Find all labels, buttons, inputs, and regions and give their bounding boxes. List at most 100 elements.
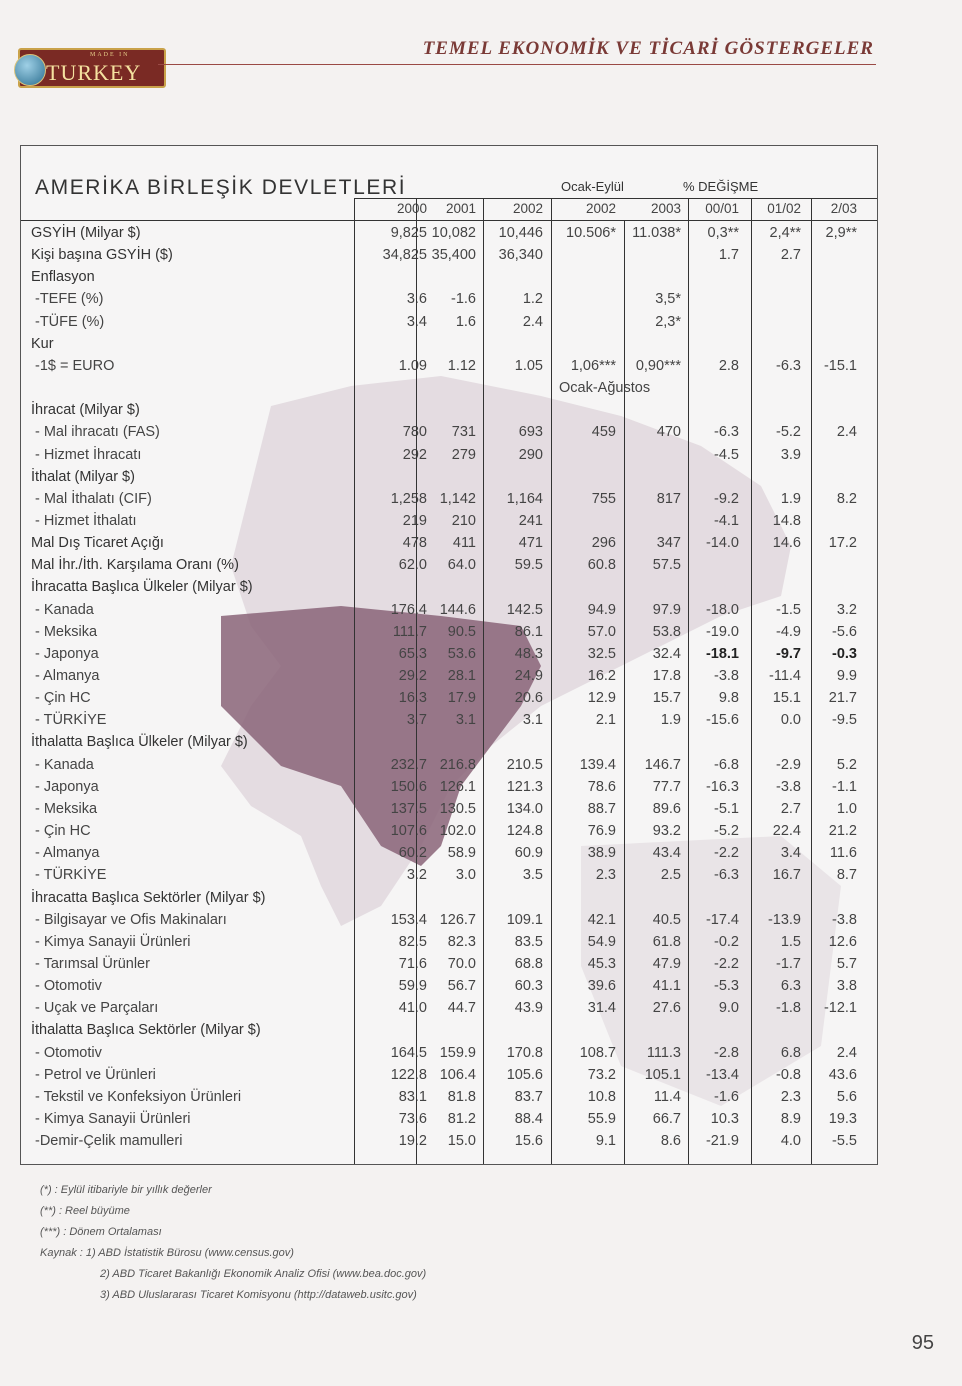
table-cell: 2.7 xyxy=(780,800,801,817)
table-cell: 105.1 xyxy=(644,1066,681,1083)
table-cell: 459 xyxy=(591,424,616,441)
row-label: İhracatta Başlıca Sektörler (Milyar $) xyxy=(31,889,266,906)
table-cell: 16.3 xyxy=(398,690,427,707)
row-label: - Japonya xyxy=(35,645,99,662)
table-cell: -0.2 xyxy=(714,933,739,950)
table-row: Ocak-Ağustos xyxy=(21,377,877,399)
table-row: -TÜFE (%)3.41.62.42,3* xyxy=(21,311,877,333)
table-cell: 1,142 xyxy=(439,490,476,507)
table-row: -Demir-Çelik mamulleri 19.2 15.0 15.6 9.1 8.6… xyxy=(21,1130,877,1152)
table-cell: 9,825 xyxy=(390,225,427,241)
map-sea-shape xyxy=(581,836,841,1106)
table-cell: 137.5 xyxy=(390,800,427,817)
table-cell: 0,90*** xyxy=(635,357,681,374)
column-header: 01/02 xyxy=(767,201,801,216)
table-cell: -17.4 xyxy=(705,911,739,928)
table-cell: 210 xyxy=(451,512,476,529)
row-label: -TÜFE (%) xyxy=(35,313,105,330)
table-cell: 60.8 xyxy=(587,557,616,574)
table-cell: 11.038* xyxy=(632,225,681,241)
table-cell: 2.7 xyxy=(780,247,801,264)
table-cell: 83.7 xyxy=(514,1088,543,1105)
source-3: 3) ABD Uluslararası Ticaret Komisyonu (h… xyxy=(100,1289,417,1301)
table-cell: 0,3** xyxy=(707,225,739,241)
row-note: Ocak-Ağustos xyxy=(559,380,651,397)
header-divider xyxy=(158,64,876,65)
table-cell: 17.2 xyxy=(828,535,857,552)
table-cell: 89.6 xyxy=(652,800,681,817)
table-cell: 124.8 xyxy=(506,823,543,840)
table-cell: 216.8 xyxy=(439,756,476,773)
table-row: - Almanya 60.2 58.9 60.9 38.9 43.4 -2.2 3.4 11.6 xyxy=(21,842,877,864)
table-cell: 11.4 xyxy=(653,1088,681,1105)
table-cell: 68.8 xyxy=(514,955,543,972)
made-in-turkey-logo: MADE IN TURKEY xyxy=(14,48,166,88)
row-label: - Meksika xyxy=(35,800,98,817)
table-cell: 83.5 xyxy=(514,933,543,950)
table-cell: 54.9 xyxy=(587,933,616,950)
table-cell: 170.8 xyxy=(506,1044,543,1061)
table-row: - Meksika 111.7 90.5 86.1 57.0 53.8 -19.0 -4.9 -… xyxy=(21,621,877,643)
row-label: - Kimya Sanayii Ürünleri xyxy=(35,933,191,950)
table-cell: 1.0 xyxy=(836,800,857,817)
row-label: - Otomotiv xyxy=(35,978,102,995)
table-row: - Meksika 137.5 130.5 134.0 88.7 89.6 -5.1 2.7 1… xyxy=(21,798,877,820)
table-cell: -18.1 xyxy=(705,645,739,662)
table-cell: -21.9 xyxy=(705,1133,739,1150)
table-cell: 22.4 xyxy=(772,823,801,840)
row-label: - Almanya xyxy=(35,668,100,684)
table-cell: 693 xyxy=(518,424,543,441)
table-cell: 111.7 xyxy=(392,623,427,640)
table-cell: 2.4 xyxy=(522,313,543,330)
table-cell: 32.4 xyxy=(652,645,681,662)
map-usa-shape xyxy=(221,606,541,866)
footnote-2: (**) : Reel büyüme xyxy=(40,1205,130,1217)
table-cell: 0.0 xyxy=(780,712,801,729)
table-row: - Japonya 150.6 126.1 121.3 78.6 77.7 -16.3 -3.… xyxy=(21,776,877,798)
table-cell: 36,340 xyxy=(498,247,543,264)
table-cell: 70.0 xyxy=(447,955,476,972)
row-label: - TÜRKİYE xyxy=(35,712,107,729)
row-label: - Japonya xyxy=(35,778,99,795)
table-cell: 28.1 xyxy=(447,668,476,684)
table-cell: 3.5 xyxy=(522,867,543,884)
row-label: - Kimya Sanayii Ürünleri xyxy=(35,1111,191,1127)
table-cell: 121.3 xyxy=(506,778,543,795)
table-cell: -3.8 xyxy=(776,778,801,795)
table-row: -TEFE (%)3.6-1.61.23,5* xyxy=(21,288,877,310)
table-cell: 1,06*** xyxy=(570,357,616,374)
table-cell: 10.3 xyxy=(710,1111,739,1127)
table-cell: -2.9 xyxy=(776,756,801,773)
table-cell: 15.1 xyxy=(772,690,801,707)
table-cell: 471 xyxy=(518,535,543,552)
table-cell: 59.9 xyxy=(398,978,427,995)
column-header: 2003 xyxy=(650,201,681,216)
table-cell: 12.9 xyxy=(587,690,616,707)
row-label: - Çin HC xyxy=(35,823,91,840)
table-cell: -15.1 xyxy=(823,357,857,374)
table-row: İthalat (Milyar $) xyxy=(21,466,877,488)
table-row: - Mal ihracatı (FAS) 780 731 693 459 470 -6.3 -… xyxy=(21,421,877,443)
table-cell: 93.2 xyxy=(652,823,681,840)
table-cell: -2.2 xyxy=(714,845,739,862)
table-cell: 44.7 xyxy=(447,1000,476,1017)
column-header: 2001 xyxy=(445,201,476,216)
table-cell: 16.7 xyxy=(772,867,801,884)
table-cell: 10.8 xyxy=(587,1088,616,1105)
table-cell: 279 xyxy=(451,446,476,463)
table-cell: 94.9 xyxy=(587,601,616,618)
table-cell: 411 xyxy=(452,535,476,552)
table-row: - Japonya 65.3 53.6 48.3 32.5 32.4 -18.1 -9.7 -0… xyxy=(21,643,877,665)
table-row: - Kimya Sanayii Ürünleri 73.6 81.2 88.4 55.9… xyxy=(21,1108,877,1130)
table-cell: -3.8 xyxy=(714,668,739,684)
table-cell: 478 xyxy=(402,535,427,552)
table-row: İhracatta Başlıca Ülkeler (Milyar $) xyxy=(21,576,877,598)
table-row: - Hizmet İhracatı 292 279 290 -4.5 3.9 xyxy=(21,444,877,466)
table-cell: 2.5 xyxy=(660,867,681,884)
table-cell: 62.0 xyxy=(398,557,427,574)
column-header: 2000 xyxy=(396,201,427,216)
table-row: Kişi başına GSYİH ($) 34,825 35,400 36,340 1… xyxy=(21,244,877,266)
row-label: - Otomotiv xyxy=(35,1044,102,1061)
table-cell: -2.2 xyxy=(714,955,739,972)
column-header: 2002 xyxy=(512,201,543,216)
